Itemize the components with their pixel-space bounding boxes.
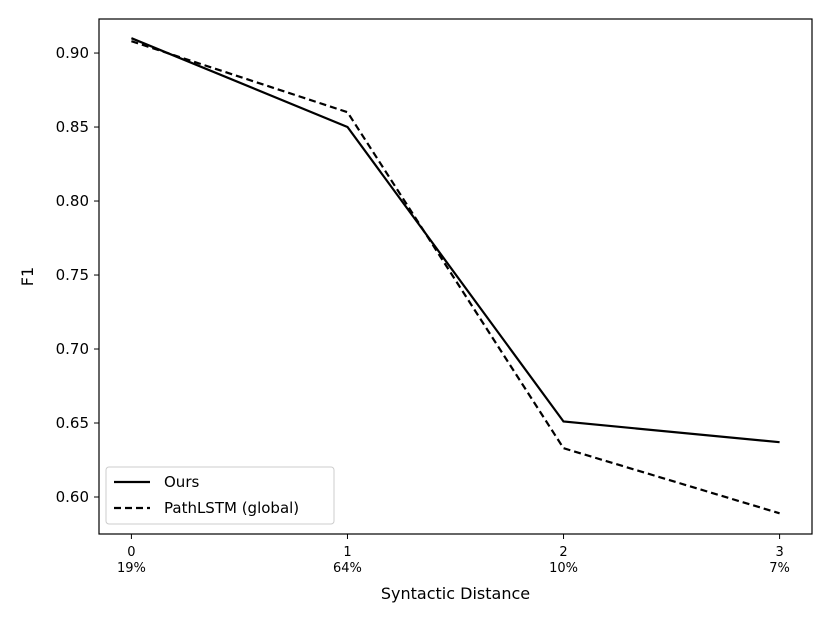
y-tick-label: 0.60 (56, 488, 89, 506)
x-tick-sublabel: 10% (549, 561, 578, 576)
y-tick-label: 0.65 (56, 414, 89, 432)
y-tick-label: 0.90 (56, 44, 89, 62)
x-axis-label: Syntactic Distance (381, 584, 530, 603)
y-tick-label: 0.85 (56, 118, 89, 136)
plot-area (98, 18, 813, 535)
series-line-pathlstm (131, 40, 780, 515)
y-axis-label: F1 (18, 267, 37, 286)
legend: Ours PathLSTM (global) (105, 466, 335, 525)
y-tick-label: 0.80 (56, 192, 89, 210)
series-lines (130, 37, 780, 515)
legend-label-pathlstm: PathLSTM (global) (164, 499, 299, 517)
legend-box (105, 466, 335, 525)
x-axis-ticks: 019% 164% 210% 37% (117, 534, 790, 576)
y-tick-label: 0.70 (56, 340, 89, 358)
y-tick-label: 0.75 (56, 266, 89, 284)
x-tick-label: 1 (343, 545, 351, 560)
x-tick-label: 2 (559, 545, 567, 560)
legend-label-ours: Ours (164, 473, 199, 491)
x-tick-sublabel: 64% (333, 561, 362, 576)
y-axis-ticks: 0.60 0.65 0.70 0.75 0.80 0.85 0.90 (56, 44, 99, 506)
x-tick-label: 3 (775, 545, 783, 560)
series-line-ours (130, 37, 780, 444)
x-tick-sublabel: 19% (117, 561, 146, 576)
x-tick-label: 0 (127, 545, 135, 560)
x-tick-sublabel: 7% (769, 561, 790, 576)
